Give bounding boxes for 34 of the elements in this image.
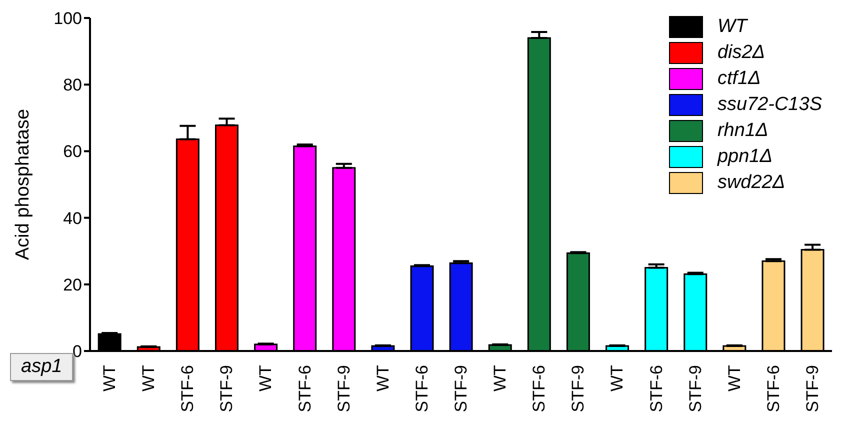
x-tick-label: WT: [100, 365, 120, 392]
x-tick-label: STF-6: [530, 365, 549, 412]
x-tick-label: STF-6: [295, 365, 314, 412]
x-tick-label: WT: [724, 365, 744, 392]
x-tick-label: STF-6: [764, 365, 783, 412]
legend-label: dis2Δ: [717, 42, 766, 64]
x-tick-label: STF-9: [686, 365, 705, 412]
x-tick-label: STF-9: [452, 365, 470, 412]
x-tick-label: STF-6: [646, 365, 666, 412]
y-tick-label: 20: [63, 275, 82, 294]
x-tick-label: WT: [608, 365, 627, 392]
legend-label: rhn1Δ: [717, 120, 768, 142]
x-tick-label: STF-6: [178, 365, 198, 412]
x-tick-label: WT: [373, 365, 392, 392]
y-tick-label: 0: [72, 342, 82, 362]
x-tick-label: WT: [139, 365, 158, 392]
x-tick-label: WT: [490, 365, 510, 392]
x-tick-label: STF-9: [217, 365, 236, 412]
legend-label: ssu72-C13S: [717, 94, 822, 116]
x-tick-label: STF-9: [802, 365, 822, 412]
legend-label: ctf1Δ: [717, 68, 761, 90]
legend-label: WT: [717, 16, 747, 38]
y-tick-label: 60: [63, 142, 82, 162]
x-tick-label: STF-9: [568, 365, 588, 412]
text: asp1: [10, 353, 74, 381]
legend-label: ppn1Δ: [717, 146, 772, 168]
y-tick-label: 80: [63, 76, 82, 95]
legend-label: swd22Δ: [717, 172, 786, 194]
x-tick-label: STF-9: [334, 365, 354, 412]
y-tick-label: 40: [63, 208, 82, 228]
x-tick-label: STF-6: [412, 365, 432, 412]
y-axis-title: Acid phosphatase: [12, 108, 34, 260]
x-tick-label: WT: [256, 365, 276, 392]
y-tick-label: 100: [54, 9, 82, 28]
